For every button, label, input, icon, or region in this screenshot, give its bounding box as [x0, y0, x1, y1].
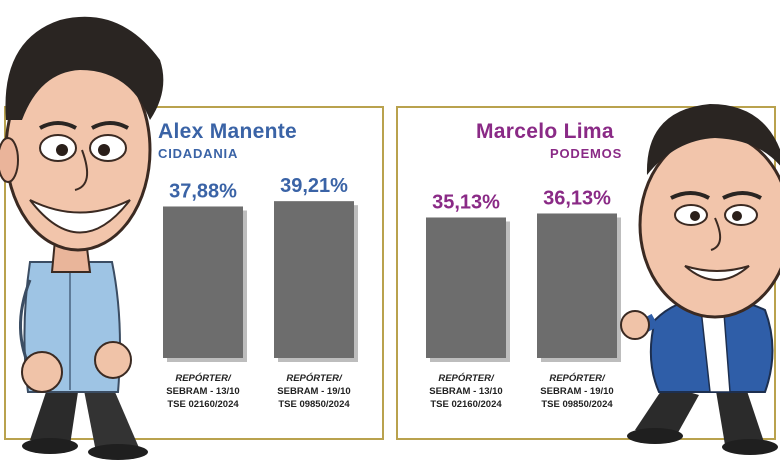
category-label: SEBRAM - 19/10 [277, 386, 350, 397]
category-label: REPÓRTER/ [175, 372, 232, 384]
category-label: TSE 02160/2024 [430, 399, 502, 410]
bar [537, 213, 617, 358]
poll-bar-chart-marcelo: 35,13% REPÓRTER/SEBRAM - 13/10 TSE 02160/2… [426, 187, 621, 410]
party-name: PODEMOS [550, 146, 623, 161]
bar-value-label: 36,13% [543, 187, 611, 209]
category-label: SEBRAM - 13/10 [166, 386, 239, 397]
party-name: CIDADANIA [158, 146, 239, 161]
category-label: TSE 09850/2024 [541, 399, 613, 410]
category-label: REPÓRTER/ [286, 372, 343, 384]
poll-bar-chart-alex: 37,88% REPÓRTER/SEBRAM - 13/10 TSE 02160/2… [163, 175, 358, 410]
bar [426, 217, 506, 358]
category-label: REPÓRTER/ [549, 372, 606, 384]
bar-value-label: 35,13% [432, 191, 500, 213]
candidate-name: Marcelo Lima [476, 120, 614, 143]
bar-value-label: 37,88% [169, 180, 237, 202]
category-label: REPÓRTER/ [438, 372, 495, 384]
bar [274, 201, 354, 358]
category-label: TSE 02160/2024 [167, 399, 239, 410]
category-label: SEBRAM - 19/10 [540, 386, 613, 397]
category-label: TSE 09850/2024 [278, 399, 350, 410]
category-label: SEBRAM - 13/10 [429, 386, 502, 397]
alex-manente-caricature [0, 16, 164, 460]
bar-value-label: 39,21% [280, 175, 348, 197]
bar [163, 206, 243, 358]
marcelo-lima-caricature [620, 104, 780, 455]
candidate-name: Alex Manente [158, 120, 297, 143]
